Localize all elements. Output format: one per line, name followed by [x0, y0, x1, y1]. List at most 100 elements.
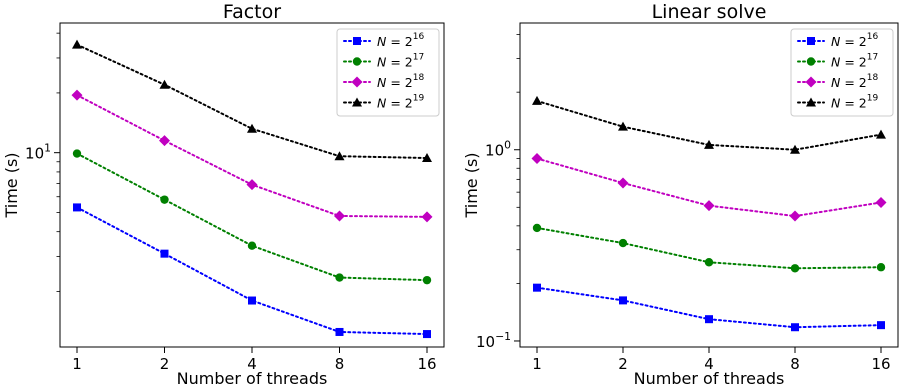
data-point	[532, 223, 542, 233]
data-point	[619, 296, 627, 305]
legend: N = 216 N = 217 N = 218 N = 219	[790, 28, 894, 117]
legend-item: N = 216	[343, 32, 424, 49]
data-point	[618, 238, 628, 248]
legend-marker	[353, 37, 361, 45]
y-axis-label: Time (s)	[462, 152, 481, 218]
series-1	[73, 203, 431, 339]
plot-frame	[59, 22, 445, 348]
series-4	[532, 95, 886, 154]
data-point	[247, 123, 257, 133]
x-tick-label: 16	[871, 355, 890, 373]
data-point	[422, 275, 432, 285]
data-point	[335, 327, 344, 336]
data-point	[617, 177, 629, 189]
series-2	[532, 223, 886, 273]
data-point	[533, 283, 541, 292]
legend-marker	[352, 97, 362, 107]
y-tick-label: 100	[485, 139, 511, 160]
data-point	[159, 79, 170, 89]
x-tick-label: 1	[72, 355, 82, 373]
data-point	[159, 135, 170, 147]
data-point	[160, 195, 169, 204]
y-tick-label: 101	[25, 142, 51, 163]
legend-marker	[807, 37, 815, 45]
series-1	[533, 283, 885, 332]
legend-marker	[806, 57, 816, 66]
data-point	[704, 139, 714, 149]
data-point	[789, 210, 801, 222]
legend-label: N = 216	[831, 32, 878, 49]
data-point	[246, 179, 258, 191]
series-3	[71, 89, 433, 223]
data-point	[248, 296, 256, 305]
data-point	[335, 273, 344, 282]
data-point	[790, 264, 800, 273]
x-tick-label: 4	[247, 355, 257, 373]
data-point	[160, 249, 169, 258]
legend-label: N = 217	[377, 53, 424, 70]
data-point	[876, 129, 886, 139]
legend-item: N = 219	[343, 94, 424, 111]
legend-item: N = 216	[797, 32, 878, 49]
data-point	[421, 211, 433, 223]
x-axis-label: Number of threads	[177, 369, 328, 388]
chart-title: Factor	[223, 1, 281, 23]
chart-panel-1: Factor 101 1 2 4 8 16 Number of threads Time (s)…	[2, 1, 445, 388]
data-point	[334, 151, 345, 161]
series-4	[72, 39, 432, 163]
legend-marker	[806, 97, 816, 107]
data-point	[618, 121, 628, 131]
x-axis-label: Number of threads	[634, 369, 785, 388]
legend-item: N = 218	[343, 73, 424, 90]
x-tick-label: 8	[335, 355, 345, 373]
legend-label: N = 217	[831, 53, 878, 70]
data-point	[877, 321, 885, 330]
legend-box	[336, 28, 440, 117]
y-tick-label: 10−1	[476, 330, 511, 351]
x-tick-label: 8	[790, 355, 800, 373]
chart-panel-2: Linear solve 100 10−1 1 2 4 8 16 Number of threa…	[462, 1, 899, 388]
x-tick-label: 2	[160, 355, 170, 373]
data-point	[704, 258, 714, 267]
data-point	[72, 39, 82, 49]
x-tick-label: 2	[618, 355, 628, 373]
series-line	[76, 206, 428, 336]
legend: N = 216 N = 217 N = 218 N = 219	[336, 28, 440, 117]
legend-label: N = 216	[377, 32, 424, 49]
x-tick-label: 4	[704, 355, 714, 373]
legend-label: N = 218	[377, 73, 424, 90]
series-2	[72, 149, 432, 285]
legend-marker	[351, 76, 363, 88]
legend-marker	[352, 57, 362, 66]
data-point	[532, 95, 542, 105]
legend-label: N = 219	[377, 94, 424, 111]
legend-marker	[805, 76, 817, 88]
x-tick-label: 16	[417, 355, 436, 373]
data-point	[73, 203, 81, 212]
legend-item: N = 217	[343, 53, 424, 70]
legend-item: N = 217	[797, 53, 878, 70]
chart-title: Linear solve	[652, 1, 767, 23]
data-point	[247, 241, 257, 250]
data-point	[71, 89, 83, 101]
plot-frame	[519, 22, 899, 348]
legend-box	[790, 28, 894, 117]
data-point	[790, 144, 800, 154]
data-point	[422, 153, 432, 163]
data-point	[72, 149, 82, 158]
data-point	[876, 263, 886, 272]
series-line	[536, 157, 882, 218]
data-point	[531, 152, 543, 164]
data-point	[791, 323, 799, 332]
data-point	[423, 330, 431, 339]
x-tick-label: 1	[532, 355, 542, 373]
legend-item: N = 219	[797, 94, 878, 111]
series-3	[531, 152, 887, 222]
data-point	[334, 210, 345, 222]
legend-item: N = 218	[797, 73, 878, 90]
y-axis-label: Time (s)	[2, 152, 21, 218]
legend-label: N = 218	[831, 73, 878, 90]
data-point	[875, 196, 887, 208]
data-point	[705, 315, 713, 324]
